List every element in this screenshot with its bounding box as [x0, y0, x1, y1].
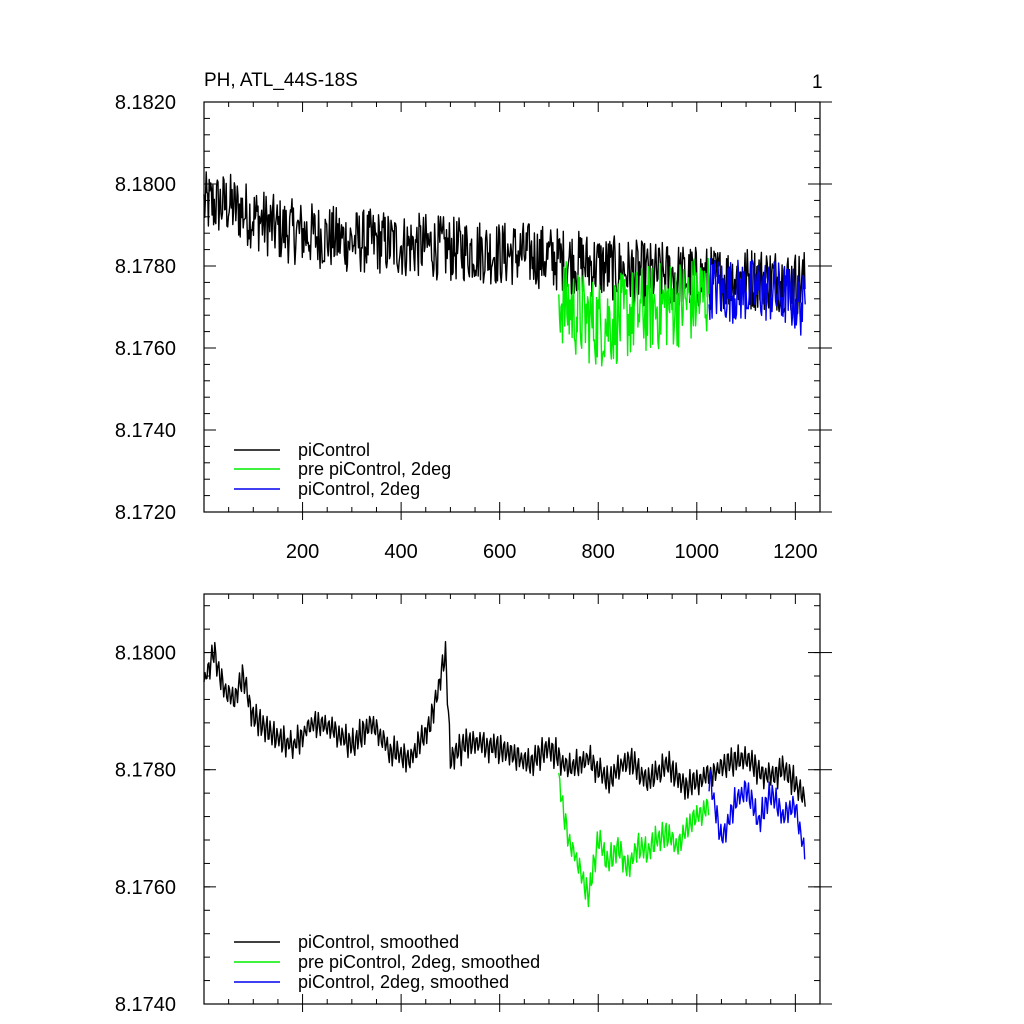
- bottom-plot-frame: [203, 593, 821, 1005]
- legend-label-picontrol-smoothed: piControl, smoothed: [298, 932, 459, 952]
- y-tick-label: 8.1740: [115, 994, 176, 1016]
- legend-label-pre-picontrol-2deg: pre piControl, 2deg: [298, 459, 451, 479]
- top-plot-frame: [203, 101, 821, 513]
- x-tick-label: 400: [384, 541, 417, 563]
- series-line-picontrol-smoothed: [203, 641, 806, 807]
- chart-title: PH, ATL_44S-18S: [204, 70, 358, 91]
- x-tick-label: 1200: [773, 541, 818, 563]
- x-tick-label: 200: [286, 541, 319, 563]
- legend-label-picontrol: piControl: [298, 440, 370, 460]
- bottom-axes: 8.1740 8.1760 8.1780 8.1800: [115, 594, 832, 1016]
- series-line-pre-picontrol-2deg-smoothed: [558, 772, 710, 908]
- legend-label-picontrol-2deg: piControl, 2deg: [298, 479, 420, 499]
- y-tick-label: 8.1820: [115, 92, 176, 114]
- y-tick-label: 8.1740: [115, 420, 176, 442]
- series-line-pre-picontrol-2deg: [558, 258, 710, 367]
- top-legend: piControl pre piControl, 2deg piControl,…: [234, 440, 451, 499]
- series-line-picontrol-2deg: [708, 257, 806, 336]
- y-tick-label: 8.1760: [115, 877, 176, 899]
- x-tick-label: 600: [483, 541, 516, 563]
- y-tick-label: 8.1760: [115, 338, 176, 360]
- y-tick-label: 8.1720: [115, 502, 176, 524]
- series-line-picontrol: [203, 171, 806, 315]
- top-axes: 200 400 600 800 1000 1200 8.1720 8.1740 8.1760 8.…: [115, 92, 832, 563]
- x-tick-label: 1000: [675, 541, 720, 563]
- bottom-legend: piControl, smoothed pre piControl, 2deg,…: [234, 932, 540, 992]
- y-tick-label: 8.1800: [115, 174, 176, 196]
- panel-label: 1: [812, 72, 823, 93]
- y-tick-label: 8.1780: [115, 760, 176, 782]
- bottom-series-lines: [203, 641, 806, 908]
- bottom-panel: 8.1740 8.1760 8.1780 8.1800 piControl, smoo…: [115, 593, 832, 1016]
- y-tick-label: 8.1780: [115, 256, 176, 278]
- series-line-picontrol-2deg-smoothed: [708, 769, 806, 860]
- x-tick-label: 800: [582, 541, 615, 563]
- top-series-lines: [203, 171, 806, 367]
- top-panel: PH, ATL_44S-18S 1 200 400 600 800 1000 1200 8.…: [115, 70, 832, 563]
- y-tick-label: 8.1800: [115, 643, 176, 665]
- legend-label-picontrol-2deg-smoothed: piControl, 2deg, smoothed: [298, 972, 509, 992]
- legend-label-pre-picontrol-2deg-smoothed: pre piControl, 2deg, smoothed: [298, 952, 540, 972]
